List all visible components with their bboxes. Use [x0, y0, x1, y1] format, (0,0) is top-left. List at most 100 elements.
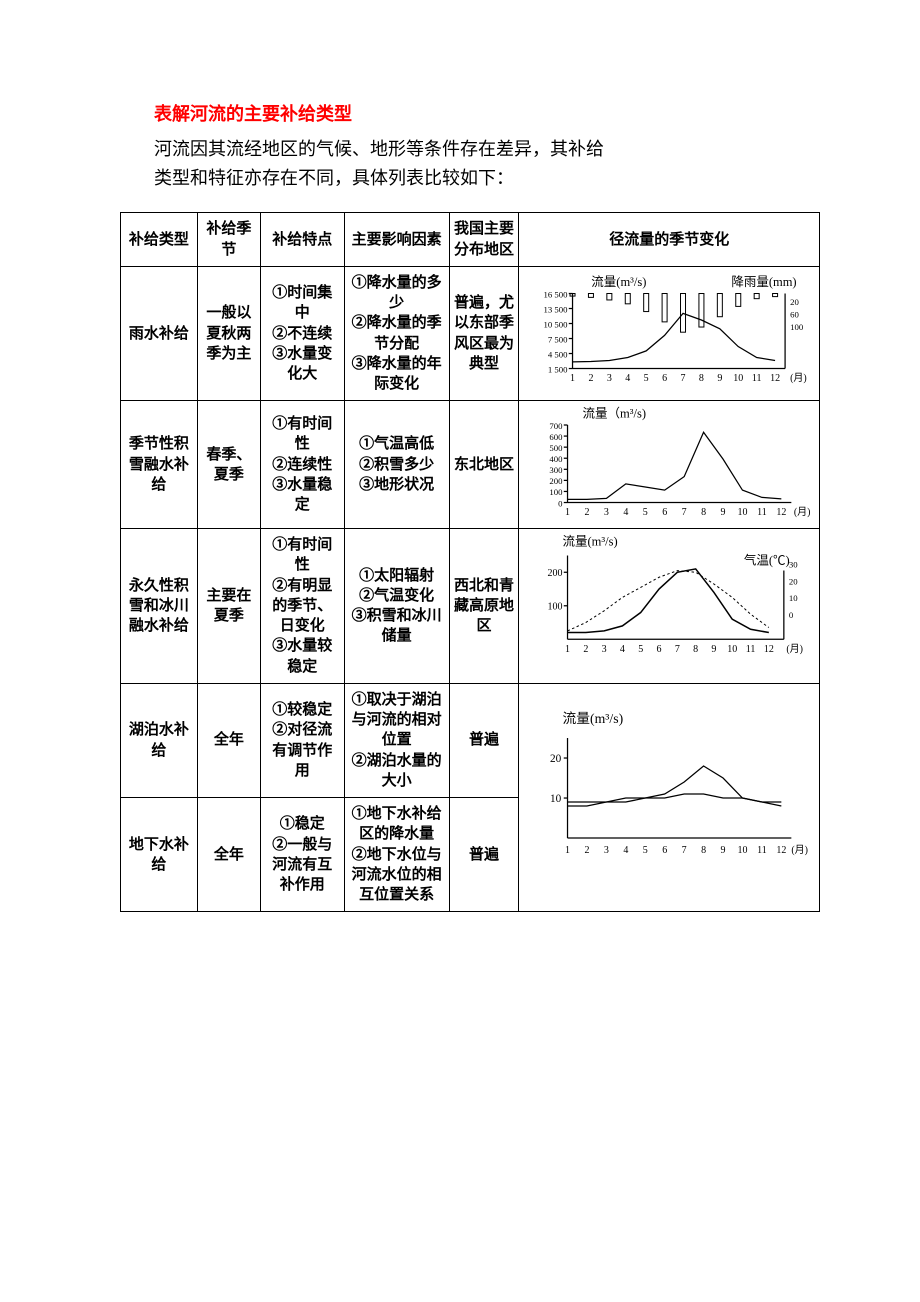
svg-text:1 500: 1 500: [548, 364, 568, 374]
svg-text:1: 1: [570, 373, 575, 384]
svg-text:1: 1: [565, 845, 570, 856]
svg-text:(月): (月): [792, 844, 809, 856]
header-factor: 主要影响因素: [344, 213, 449, 267]
svg-text:(月): (月): [790, 372, 807, 384]
table-row: 雨水补给 一般以夏秋两季为主 ①时间集中②不连续③水量变化大 ①降水量的多少②降…: [121, 266, 820, 401]
cell-area: 西北和青藏高原地区: [449, 529, 519, 684]
svg-text:0: 0: [789, 610, 794, 620]
cell-factor: ①降水量的多少②降水量的季节分配③降水量的年际变化: [344, 266, 449, 401]
table-row: 永久性积雪和冰川融水补给 主要在夏季 ①有时间性②有明显的季节、日变化③水量较稳…: [121, 529, 820, 684]
svg-text:10: 10: [550, 793, 562, 805]
svg-text:100: 100: [548, 602, 563, 613]
svg-text:3: 3: [602, 644, 607, 655]
svg-text:30: 30: [789, 560, 798, 570]
svg-text:5: 5: [643, 507, 648, 518]
svg-text:8: 8: [701, 845, 706, 856]
cell-factor: ①取决于湖泊与河流的相对位置②湖泊水量的大小: [344, 683, 449, 797]
svg-text:3: 3: [604, 845, 609, 856]
svg-text:3: 3: [607, 373, 612, 384]
svg-text:20: 20: [789, 577, 798, 587]
svg-text:7: 7: [682, 507, 687, 518]
svg-text:60: 60: [790, 309, 799, 319]
svg-text:2: 2: [584, 644, 589, 655]
cell-factor: ①地下水补给区的降水量②地下水位与河流水位的相互位置关系: [344, 798, 449, 912]
cell-feature: ①较稳定②对径流有调节作用: [260, 683, 344, 797]
cell-area: 普遍: [449, 683, 519, 797]
svg-text:100: 100: [550, 488, 564, 498]
cell-area: 东北地区: [449, 401, 519, 529]
svg-text:6: 6: [663, 845, 668, 856]
cell-season: 全年: [197, 683, 260, 797]
svg-text:10: 10: [738, 507, 748, 518]
svg-text:流量(m³/s): 流量(m³/s): [563, 535, 618, 549]
svg-text:9: 9: [721, 507, 726, 518]
svg-text:1: 1: [565, 507, 570, 518]
cell-feature: ①时间集中②不连续③水量变化大: [260, 266, 344, 401]
header-area: 我国主要分布地区: [449, 213, 519, 267]
cell-area: 普遍: [449, 798, 519, 912]
svg-text:300: 300: [550, 465, 564, 475]
svg-text:400: 400: [550, 454, 564, 464]
cell-type: 湖泊水补给: [121, 683, 198, 797]
svg-text:0: 0: [559, 499, 564, 509]
svg-text:12: 12: [777, 845, 787, 856]
intro-line-2: 类型和特征亦存在不同，具体列表比较如下：: [154, 168, 514, 188]
svg-text:4: 4: [624, 507, 629, 518]
svg-text:12: 12: [777, 507, 787, 518]
svg-text:7 500: 7 500: [548, 334, 568, 344]
chart-lake-gw: 流量(m³/s)2010123456789101112(月): [519, 683, 820, 912]
cell-type: 地下水补给: [121, 798, 198, 912]
svg-text:10: 10: [738, 845, 748, 856]
svg-text:4: 4: [626, 373, 631, 384]
cell-season: 春季、夏季: [197, 401, 260, 529]
svg-text:10: 10: [789, 593, 798, 603]
intro-line-1: 河流因其流经地区的气候、地形等条件存在差异，其补给: [154, 139, 604, 159]
svg-text:(月): (月): [794, 506, 811, 518]
svg-text:4 500: 4 500: [548, 349, 568, 359]
svg-text:11: 11: [757, 845, 767, 856]
cell-season: 主要在夏季: [197, 529, 260, 684]
svg-text:5: 5: [644, 373, 649, 384]
chart-snowmelt: 流量（m³/s)70060050040030020010001234567891…: [519, 401, 820, 529]
chart-rain: 流量(m³/s)降雨量(mm)16 50013 50010 5007 5004 …: [519, 266, 820, 401]
svg-text:流量（m³/s): 流量（m³/s): [583, 407, 646, 421]
svg-text:2: 2: [585, 507, 590, 518]
cell-feature: ①稳定②一般与河流有互补作用: [260, 798, 344, 912]
header-chart: 径流量的季节变化: [519, 213, 820, 267]
cell-season: 一般以夏秋两季为主: [197, 266, 260, 401]
svg-text:3: 3: [604, 507, 609, 518]
svg-text:2: 2: [589, 373, 594, 384]
svg-text:6: 6: [663, 507, 668, 518]
supply-types-table: 补给类型 补给季节 补给特点 主要影响因素 我国主要分布地区 径流量的季节变化 …: [120, 212, 820, 912]
svg-text:4: 4: [620, 644, 625, 655]
svg-text:6: 6: [662, 373, 667, 384]
header-season: 补给季节: [197, 213, 260, 267]
svg-text:9: 9: [721, 845, 726, 856]
svg-text:4: 4: [624, 845, 629, 856]
svg-text:流量(m³/s): 流量(m³/s): [592, 275, 647, 289]
cell-factor: ①太阳辐射②气温变化③积雪和冰川储量: [344, 529, 449, 684]
cell-feature: ①有时间性②有明显的季节、日变化③水量较稳定: [260, 529, 344, 684]
svg-text:6: 6: [657, 644, 662, 655]
svg-text:16 500: 16 500: [544, 289, 569, 299]
svg-text:7: 7: [681, 373, 686, 384]
chart-glacier: 流量(m³/s)气温(℃)200100302010012345678910111…: [519, 529, 820, 684]
svg-text:(月): (月): [787, 643, 804, 655]
svg-text:11: 11: [757, 507, 767, 518]
cell-feature: ①有时间性②连续性③水量稳定: [260, 401, 344, 529]
svg-text:700: 700: [550, 421, 564, 431]
svg-text:9: 9: [718, 373, 723, 384]
cell-season: 全年: [197, 798, 260, 912]
header-feature: 补给特点: [260, 213, 344, 267]
cell-type: 永久性积雪和冰川融水补给: [121, 529, 198, 684]
svg-text:10: 10: [728, 644, 738, 655]
svg-text:8: 8: [694, 644, 699, 655]
svg-text:5: 5: [639, 644, 644, 655]
svg-text:流量(m³/s): 流量(m³/s): [563, 711, 624, 727]
svg-text:100: 100: [790, 322, 804, 332]
svg-text:10 500: 10 500: [544, 319, 569, 329]
svg-text:200: 200: [550, 477, 564, 487]
svg-text:20: 20: [550, 753, 562, 765]
svg-text:500: 500: [550, 443, 564, 453]
table-row: 季节性积雪融水补给 春季、夏季 ①有时间性②连续性③水量稳定 ①气温高低②积雪多…: [121, 401, 820, 529]
